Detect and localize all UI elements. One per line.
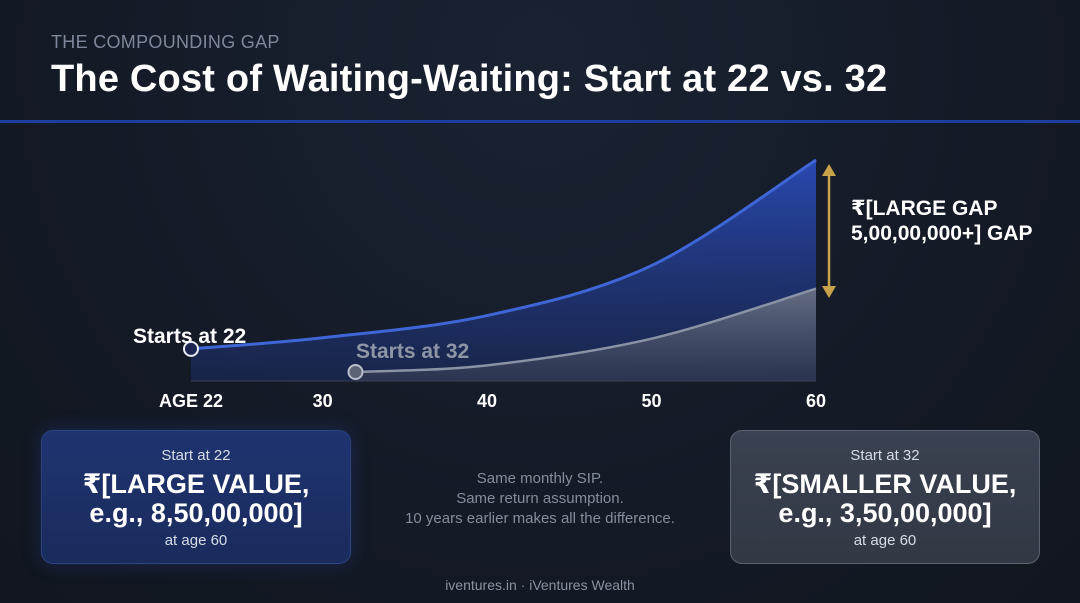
gap-arrow-head-down bbox=[822, 286, 836, 298]
series-22-area bbox=[191, 160, 816, 381]
x-tick-label: 50 bbox=[642, 391, 662, 411]
assumption-notes: Same monthly SIP. Same return assumption… bbox=[380, 469, 700, 529]
series-32-line bbox=[355, 287, 817, 374]
x-tick-label: AGE 22 bbox=[159, 391, 223, 411]
x-tick-label: 40 bbox=[477, 391, 497, 411]
start-32-card: Start at 32 ₹[SMALLER VALUE, e.g., 3,50,… bbox=[730, 430, 1040, 564]
series-32-label: Starts at 32 bbox=[356, 340, 469, 363]
eyebrow-label: THE COMPOUNDING GAP bbox=[51, 32, 280, 52]
card-heading: Start at 22 bbox=[161, 447, 231, 464]
x-tick-label: 30 bbox=[313, 391, 333, 411]
start-22-marker bbox=[183, 340, 199, 357]
note-line: Same return assumption. bbox=[456, 490, 624, 507]
gap-arrow-head-up bbox=[822, 164, 836, 176]
start-32-marker bbox=[347, 364, 364, 380]
card-value: ₹[LARGE VALUE, e.g., 8,50,00,000] bbox=[82, 469, 310, 528]
gap-label: ₹[LARGE GAP 5,00,00,000+] GAP bbox=[851, 197, 1033, 245]
start-22-card: Start at 22 ₹[LARGE VALUE, e.g., 8,50,00… bbox=[41, 430, 351, 564]
series-32-area bbox=[355, 288, 816, 381]
card-value: ₹[SMALLER VALUE, e.g., 3,50,00,000] bbox=[753, 469, 1017, 528]
note-line: Same monthly SIP. bbox=[476, 470, 604, 487]
page-title: The Cost of Waiting-Waiting: Start at 22… bbox=[51, 58, 888, 100]
card-footnote: at age 60 bbox=[853, 532, 917, 549]
series-22-line bbox=[190, 158, 817, 351]
x-tick-label: 60 bbox=[806, 391, 826, 411]
note-line: 10 years earlier makes all the differenc… bbox=[405, 510, 675, 527]
header-divider bbox=[0, 120, 1080, 123]
card-footnote: at age 60 bbox=[164, 532, 228, 549]
series-22-label: Starts at 22 bbox=[133, 325, 246, 348]
footer-credit: iventures.in · iVentures Wealth bbox=[445, 577, 635, 593]
card-heading: Start at 32 bbox=[850, 447, 920, 464]
